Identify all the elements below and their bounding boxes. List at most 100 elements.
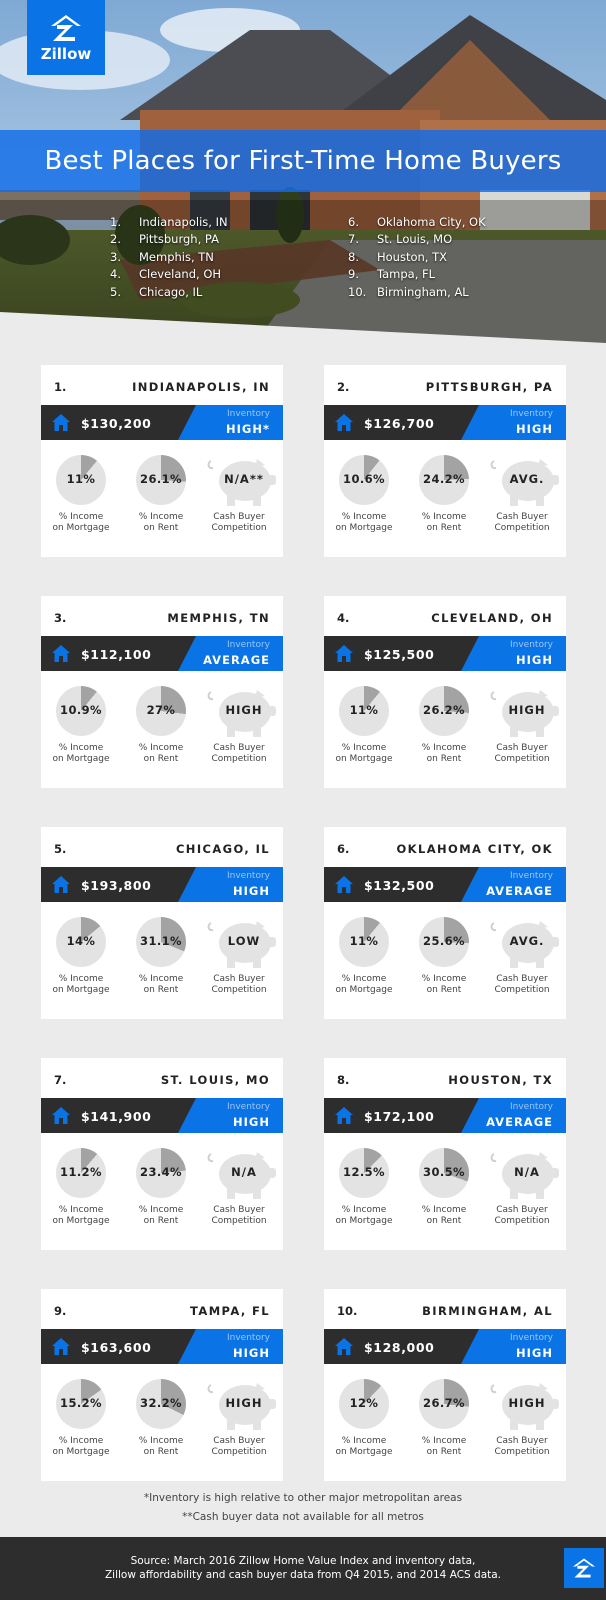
median-home-value: $112,100: [81, 647, 152, 662]
rent-value: 24.2%: [423, 472, 465, 486]
piggy-bank-icon: [490, 921, 559, 968]
median-home-value: $130,200: [81, 416, 152, 431]
inventory-label: Inventory: [227, 871, 270, 881]
median-home-value: $141,900: [81, 1109, 152, 1124]
card-rank: 8.: [337, 1073, 350, 1087]
price-bar: $125,500 Inventory HIGH: [324, 636, 566, 671]
footer-zillow-icon[interactable]: [564, 1548, 604, 1588]
rent-pie: [419, 455, 469, 505]
city-card: 3. MEMPHIS, TN $112,100 Inventory AVERAGE 10.…: [41, 596, 283, 788]
cash-buyer-value: HIGH: [225, 703, 263, 717]
piggy-bank-icon: [490, 1383, 559, 1430]
card-rank: 6.: [337, 842, 350, 856]
ranking-city: Memphis, TN: [139, 249, 214, 264]
mortgage-value: 10.6%: [343, 472, 385, 486]
mortgage-stat: 11% % Income on Mortgage: [324, 917, 404, 1007]
zillow-logo[interactable]: Zillow: [27, 0, 105, 75]
median-home-value: $163,600: [81, 1340, 152, 1355]
cash-buyer-value: LOW: [227, 934, 261, 948]
cash-buyer-label: Cash Buyer Competition: [494, 974, 550, 995]
cash-buyer-stat: HIGH Cash Buyer Competition: [482, 1379, 562, 1469]
inventory-label: Inventory: [227, 409, 270, 419]
house-icon: [52, 1338, 70, 1355]
city-card: 5. CHICAGO, IL $193,800 Inventory HIGH 14% % I…: [41, 827, 283, 1019]
mortgage-value: 11%: [66, 472, 96, 486]
card-rank: 2.: [337, 380, 350, 394]
card-header: 10. BIRMINGHAM, AL: [324, 1289, 566, 1329]
mortgage-value: 10.9%: [60, 703, 102, 717]
cash-buyer-label: Cash Buyer Competition: [211, 743, 267, 764]
card-city: INDIANAPOLIS, IN: [132, 380, 270, 394]
rent-label: % Income on Rent: [138, 974, 184, 995]
rent-pie: [136, 686, 186, 736]
rent-value: 30.5%: [423, 1165, 465, 1179]
city-card: 6. OKLAHOMA CITY, OK $132,500 Inventory AVER…: [324, 827, 566, 1019]
rent-stat: 24.2% % Income on Rent: [404, 455, 484, 545]
rent-stat: 25.6% % Income on Rent: [404, 917, 484, 1007]
ranking-city: Cleveland, OH: [139, 267, 222, 282]
mortgage-value: 11%: [349, 934, 379, 948]
mortgage-value: 11%: [349, 703, 379, 717]
mortgage-label: % Income on Mortgage: [335, 974, 393, 995]
ranking-city: Houston, TX: [377, 249, 448, 264]
mortgage-value: 12.5%: [343, 1165, 385, 1179]
card-header: 4. CLEVELAND, OH: [324, 596, 566, 636]
rent-stat: 26.2% % Income on Rent: [404, 686, 484, 776]
zillow-z-icon: [573, 1558, 595, 1578]
card-city: OKLAHOMA CITY, OK: [396, 842, 553, 856]
inventory-value: AVERAGE: [203, 653, 270, 667]
hero-banner: Zillow Best Places for First-Time Home B…: [0, 0, 606, 350]
rent-stat: 30.5% % Income on Rent: [404, 1148, 484, 1238]
rent-label: % Income on Rent: [421, 743, 467, 764]
cash-buyer-label: Cash Buyer Competition: [211, 1436, 267, 1457]
card-rank: 10.: [337, 1304, 358, 1318]
ranking-number: 2.: [110, 232, 121, 247]
mortgage-label: % Income on Mortgage: [335, 1205, 393, 1226]
ranking-number: 1.: [110, 214, 121, 229]
rent-value: 26.2%: [423, 703, 465, 717]
rent-stat: 27% % Income on Rent: [121, 686, 201, 776]
source-line-1: Source: March 2016 Zillow Home Value Ind…: [130, 1555, 476, 1567]
cash-buyer-label: Cash Buyer Competition: [211, 974, 267, 995]
card-city: HOUSTON, TX: [448, 1073, 553, 1087]
inventory-value: HIGH: [516, 653, 553, 667]
inventory-value: HIGH: [233, 884, 270, 898]
ranking-number: 3.: [110, 249, 121, 264]
city-card: 9. TAMPA, FL $163,600 Inventory HIGH 15.2% % I…: [41, 1289, 283, 1481]
cash-buyer-value: N/A: [514, 1165, 540, 1179]
rent-pie: [419, 686, 469, 736]
ranking-number: 8.: [348, 249, 359, 264]
house-icon: [52, 414, 70, 431]
cash-buyer-stat: LOW Cash Buyer Competition: [199, 917, 279, 1007]
ranking-list-left: 1. Indianapolis, IN 2. Pittsburgh, PA 3. Memp…: [110, 213, 228, 301]
mortgage-label: % Income on Mortgage: [52, 1436, 110, 1457]
mortgage-pie: [56, 686, 106, 736]
price-bar: $163,600 Inventory HIGH: [41, 1329, 283, 1364]
cash-buyer-stat: N/A** Cash Buyer Competition: [199, 455, 279, 545]
mortgage-stat: 11.2% % Income on Mortgage: [41, 1148, 121, 1238]
cash-buyer-label: Cash Buyer Competition: [494, 512, 550, 533]
mortgage-value: 14%: [66, 934, 96, 948]
house-icon: [335, 414, 353, 431]
cash-buyer-label: Cash Buyer Competition: [494, 1436, 550, 1457]
rent-value: 23.4%: [140, 1165, 182, 1179]
inventory-label: Inventory: [510, 640, 553, 650]
house-icon: [52, 876, 70, 893]
cash-buyer-stat: HIGH Cash Buyer Competition: [199, 686, 279, 776]
piggy-bank-icon: [207, 1383, 276, 1430]
median-home-value: $125,500: [364, 647, 435, 662]
cash-buyer-stat: AVG. Cash Buyer Competition: [482, 917, 562, 1007]
card-header: 2. PITTSBURGH, PA: [324, 365, 566, 405]
card-rank: 3.: [54, 611, 67, 625]
inventory-label: Inventory: [227, 640, 270, 650]
mortgage-stat: 14% % Income on Mortgage: [41, 917, 121, 1007]
city-card: 1. INDIANAPOLIS, IN $130,200 Inventory HIGH*…: [41, 365, 283, 557]
inventory-value: HIGH: [233, 1346, 270, 1360]
rent-stat: 31.1% % Income on Rent: [121, 917, 201, 1007]
mortgage-label: % Income on Mortgage: [52, 1205, 110, 1226]
card-header: 7. ST. LOUIS, MO: [41, 1058, 283, 1098]
inventory-label: Inventory: [510, 1102, 553, 1112]
house-icon: [335, 1107, 353, 1124]
ranking-item: 1. Indianapolis, IN: [110, 213, 228, 231]
cash-buyer-label: Cash Buyer Competition: [211, 512, 267, 533]
